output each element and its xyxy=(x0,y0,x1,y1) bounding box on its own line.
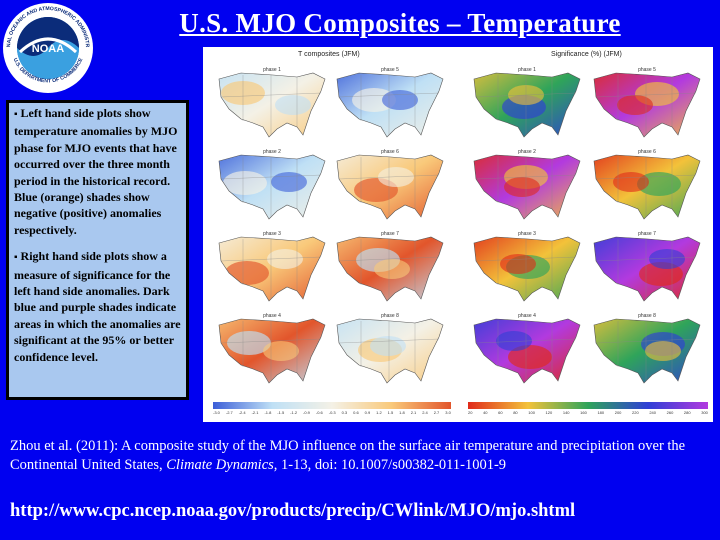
temperature-tick-label: 0.3 xyxy=(341,410,348,415)
phase-label: phase 4 xyxy=(263,313,281,319)
significance-map-phase-2: phase 2 xyxy=(473,149,581,220)
temperature-tick-label: 1.2 xyxy=(376,410,382,415)
phase-label: phase 8 xyxy=(381,313,399,319)
significance-map-phase-3: phase 3 xyxy=(473,231,581,302)
significance-tick-label: 180 xyxy=(597,410,605,415)
significance-map-phase-8: phase 8 xyxy=(593,313,701,384)
significance-map-phase-6: phase 6 xyxy=(593,149,701,220)
temperature-map-phase-2: phase 2 xyxy=(218,149,326,220)
temperature-tick-label: 2.7 xyxy=(433,410,440,415)
temperature-tick-label: -3.0 xyxy=(213,410,220,415)
significance-tick-label: 160 xyxy=(580,410,587,415)
significance-colorbar-ticks: 20 40 60 80 100 120 140 160 180 200 220 240 260 280 30… xyxy=(468,410,708,415)
significance-tick-label: 220 xyxy=(632,410,639,415)
citation-journal: Climate Dynamics xyxy=(166,457,274,473)
temperature-tick-label: -0.3 xyxy=(328,410,336,415)
temperature-colorbar xyxy=(213,402,451,409)
temperature-tick-label: -2.4 xyxy=(238,410,246,415)
temperature-tick-label: 0.6 xyxy=(353,410,359,415)
phase-label: phase 3 xyxy=(263,231,281,237)
significance-map-phase-7: phase 7 xyxy=(593,231,701,302)
explanation-box: ▪ Left hand side plots show temperature a… xyxy=(6,100,189,400)
phase-label: phase 6 xyxy=(638,149,656,155)
phase-label: phase 2 xyxy=(263,149,281,155)
temperature-tick-label: -2.7 xyxy=(225,410,233,415)
phase-label: phase 7 xyxy=(381,231,399,237)
temperature-map-phase-7: phase 7 xyxy=(336,231,444,302)
temperature-tick-label: -2.1 xyxy=(251,410,259,415)
temperature-tick-label: -0.9 xyxy=(303,410,310,415)
significance-map-phase-1: phase 1 xyxy=(473,67,581,138)
phase-label: phase 3 xyxy=(518,231,536,237)
phase-label: phase 1 xyxy=(263,67,281,73)
temperature-map-phase-5: phase 5 xyxy=(336,67,444,138)
significance-tick-label: 100 xyxy=(528,410,535,415)
significance-tick-label: 20 xyxy=(468,410,473,415)
note-text: Right hand side plots show a measure of … xyxy=(14,249,181,364)
significance-tick-label: 240 xyxy=(649,410,657,415)
temperature-tick-label: 2.4 xyxy=(422,410,428,415)
significance-tick-label: 120 xyxy=(545,410,553,415)
significance-tick-label: 40 xyxy=(483,410,488,415)
temperature-tick-label: 0.9 xyxy=(364,410,371,415)
significance-tick-label: 200 xyxy=(614,410,622,415)
temperature-tick-label: 3.0 xyxy=(445,410,451,415)
note-left-plots: ▪ Left hand side plots show temperature a… xyxy=(14,105,183,238)
phase-label: phase 5 xyxy=(381,67,399,73)
mjo-composite-figure: T composites (JFM) Significance (%) (JFM… xyxy=(203,47,713,422)
temperature-map-phase-3: phase 3 xyxy=(218,231,326,302)
temperature-colorbar-ticks: -3.0 -2.7 -2.4 -2.1 -1.8 -1.5 -1.2 -0.9 -0.6 -0.3… xyxy=(213,410,451,415)
significance-tick-label: 280 xyxy=(683,410,691,415)
temperature-tick-label: -1.2 xyxy=(290,410,298,415)
slide-title: U.S. MJO Composites – Temperature xyxy=(179,8,621,38)
temperature-map-phase-4: phase 4 xyxy=(218,313,326,384)
significance-colorbar xyxy=(468,402,708,409)
phase-label: phase 4 xyxy=(518,313,536,319)
temperature-map-phase-1: phase 1 xyxy=(218,67,326,138)
temperature-map-phase-6: phase 6 xyxy=(336,149,444,220)
temperature-map-phase-8: phase 8 xyxy=(336,313,444,384)
note-text: Left hand side plots show temperature an… xyxy=(14,106,178,237)
phase-label: phase 1 xyxy=(518,67,536,73)
temperature-tick-label: 2.1 xyxy=(410,410,417,415)
phase-label: phase 2 xyxy=(518,149,536,155)
significance-tick-label: 260 xyxy=(666,410,674,415)
phase-label: phase 5 xyxy=(638,67,656,73)
significance-map-phase-5: phase 5 xyxy=(593,67,701,138)
significance-map-phase-4: phase 4 xyxy=(473,313,581,384)
temperature-tick-label: -0.6 xyxy=(315,410,323,415)
reference-link[interactable]: http://www.cpc.ncep.noaa.gov/products/pr… xyxy=(10,501,576,521)
phase-label: phase 6 xyxy=(381,149,399,155)
bullet-glyph: ▪ xyxy=(14,252,18,264)
right-panel-header: Significance (%) (JFM) xyxy=(551,51,622,58)
temperature-tick-label: -1.5 xyxy=(277,410,285,415)
citation-text-end: , 1-13, doi: 10.1007/s00382-011-1001-9 xyxy=(273,457,507,473)
logo-center-text: NOAA xyxy=(32,43,64,55)
citation-text: Zhou et al. (2011): A composite study of… xyxy=(10,438,686,473)
significance-tick-label: 80 xyxy=(513,410,518,415)
phase-label: phase 7 xyxy=(638,231,656,237)
temperature-tick-label: 1.5 xyxy=(387,410,394,415)
significance-tick-label: 300 xyxy=(701,410,708,415)
citation: Zhou et al. (2011): A composite study of… xyxy=(10,437,690,475)
significance-tick-label: 60 xyxy=(498,410,503,415)
phase-label: phase 8 xyxy=(638,313,656,319)
bullet-glyph: ▪ xyxy=(14,109,18,120)
significance-tick-label: 140 xyxy=(562,410,570,415)
note-right-plots: ▪ Right hand side plots show a measure of… xyxy=(14,248,183,365)
left-panel-header: T composites (JFM) xyxy=(298,51,360,58)
noaa-logo: NOAA NATIONAL OCEANIC AND ATMOSPHERIC AD… xyxy=(2,2,93,93)
temperature-tick-label: -1.8 xyxy=(264,410,272,415)
temperature-tick-label: 1.8 xyxy=(399,410,405,415)
